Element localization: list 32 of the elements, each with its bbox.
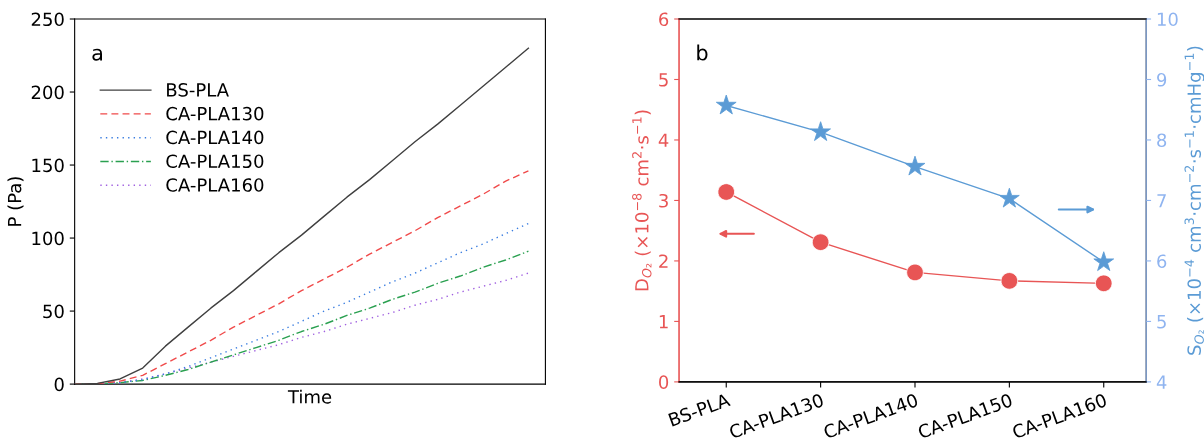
y2-tick-label: 6	[1157, 254, 1167, 269]
y-tick-label: 0	[659, 375, 669, 389]
y-tick-label: 3	[659, 193, 668, 208]
text: S$_{O₂}$ (×10$^{−4}$ cm$^{3}$·cm$^{−2}$·s$^{−1}$·cmHg$^{−1}$)	[1184, 46, 1204, 355]
y-tick-label: 50	[43, 304, 64, 319]
y-tick-label: 2	[659, 254, 668, 268]
line-series	[74, 47, 530, 385]
legend-label: CA-PLA160	[166, 178, 264, 192]
y-tick-label: 150	[32, 158, 64, 173]
y2-tick-label: 7	[1157, 194, 1166, 208]
annotation: b	[697, 44, 708, 61]
y2-tick-label: 4	[1156, 375, 1167, 389]
legend-label: BS-PLA	[167, 83, 229, 97]
y2-tick-label: 9	[1157, 72, 1167, 87]
y2-tick-label: 10	[1157, 12, 1178, 27]
y-tick-label: 5	[659, 73, 668, 87]
y-tick-label: 1	[659, 315, 668, 329]
y-axis-title: P (Pa)	[7, 177, 24, 226]
legend-label: CA-PLA140	[166, 130, 264, 145]
y-tick-label: 0	[54, 377, 64, 392]
text: D$_{O₂}$ (×10$^{−8}$ cm$^{2}$·s$^{−1}$)	[632, 110, 652, 291]
y-tick-label: 250	[31, 12, 64, 27]
legend-label: CA-PLA130	[166, 106, 264, 121]
x-axis-title: Time	[287, 389, 332, 404]
legend-label: CA-PLA150	[166, 154, 264, 169]
y2-tick-label: 5	[1157, 315, 1166, 329]
y2-tick-label: 8	[1157, 133, 1167, 148]
y-tick-label: 100	[32, 231, 64, 246]
annotation: a	[92, 48, 102, 61]
y-tick-label: 200	[31, 85, 64, 100]
y-tick-label: 4	[658, 133, 669, 147]
y-tick-label: 6	[659, 12, 669, 27]
